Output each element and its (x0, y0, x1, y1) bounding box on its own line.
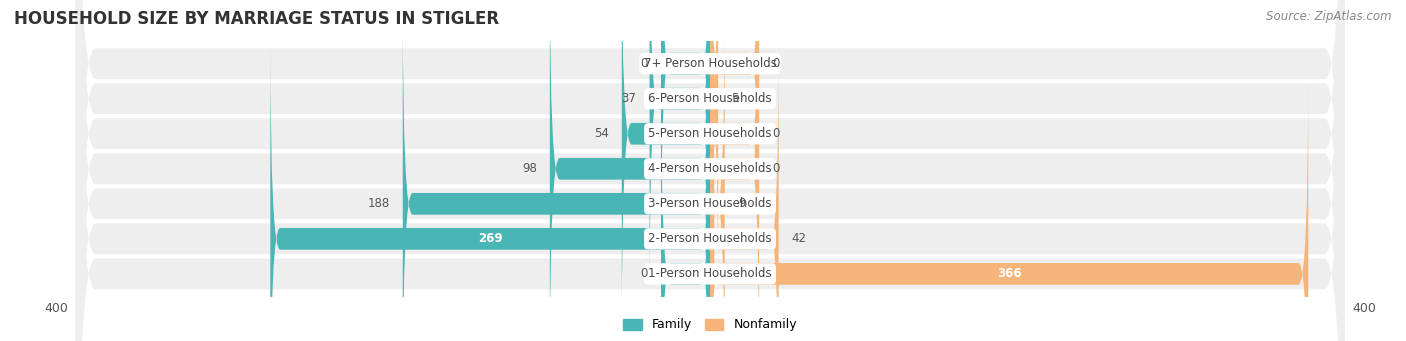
Text: HOUSEHOLD SIZE BY MARRIAGE STATUS IN STIGLER: HOUSEHOLD SIZE BY MARRIAGE STATUS IN STI… (14, 10, 499, 28)
Text: 188: 188 (367, 197, 389, 210)
Text: 0: 0 (772, 127, 779, 140)
FancyBboxPatch shape (710, 0, 759, 333)
FancyBboxPatch shape (76, 0, 1344, 341)
FancyBboxPatch shape (710, 40, 779, 341)
FancyBboxPatch shape (402, 4, 710, 341)
FancyBboxPatch shape (710, 4, 724, 341)
Text: 9: 9 (738, 197, 745, 210)
Text: 5: 5 (731, 92, 738, 105)
FancyBboxPatch shape (710, 75, 1308, 341)
Text: 98: 98 (522, 162, 537, 175)
Text: Source: ZipAtlas.com: Source: ZipAtlas.com (1267, 10, 1392, 23)
FancyBboxPatch shape (76, 0, 1344, 341)
FancyBboxPatch shape (76, 0, 1344, 341)
Text: 7+ Person Households: 7+ Person Households (644, 57, 776, 70)
Text: 2-Person Households: 2-Person Households (648, 232, 772, 246)
FancyBboxPatch shape (710, 0, 759, 341)
FancyBboxPatch shape (550, 0, 710, 341)
FancyBboxPatch shape (621, 0, 710, 333)
Text: 37: 37 (621, 92, 637, 105)
Text: 54: 54 (593, 127, 609, 140)
Text: 42: 42 (792, 232, 807, 246)
Text: 0: 0 (641, 57, 648, 70)
FancyBboxPatch shape (76, 0, 1344, 341)
FancyBboxPatch shape (76, 0, 1344, 341)
FancyBboxPatch shape (650, 0, 710, 298)
Text: 0: 0 (772, 162, 779, 175)
FancyBboxPatch shape (709, 0, 720, 298)
Text: 4-Person Households: 4-Person Households (648, 162, 772, 175)
Text: 5-Person Households: 5-Person Households (648, 127, 772, 140)
Text: 3-Person Households: 3-Person Households (648, 197, 772, 210)
Text: 366: 366 (997, 267, 1021, 280)
Text: 0: 0 (772, 57, 779, 70)
FancyBboxPatch shape (76, 0, 1344, 341)
Text: 269: 269 (478, 232, 502, 246)
FancyBboxPatch shape (661, 0, 710, 263)
FancyBboxPatch shape (661, 75, 710, 341)
FancyBboxPatch shape (710, 0, 759, 263)
FancyBboxPatch shape (76, 0, 1344, 341)
Legend: Family, Nonfamily: Family, Nonfamily (619, 313, 801, 337)
Text: 0: 0 (641, 267, 648, 280)
Text: 1-Person Households: 1-Person Households (648, 267, 772, 280)
Text: 6-Person Households: 6-Person Households (648, 92, 772, 105)
FancyBboxPatch shape (270, 40, 710, 341)
